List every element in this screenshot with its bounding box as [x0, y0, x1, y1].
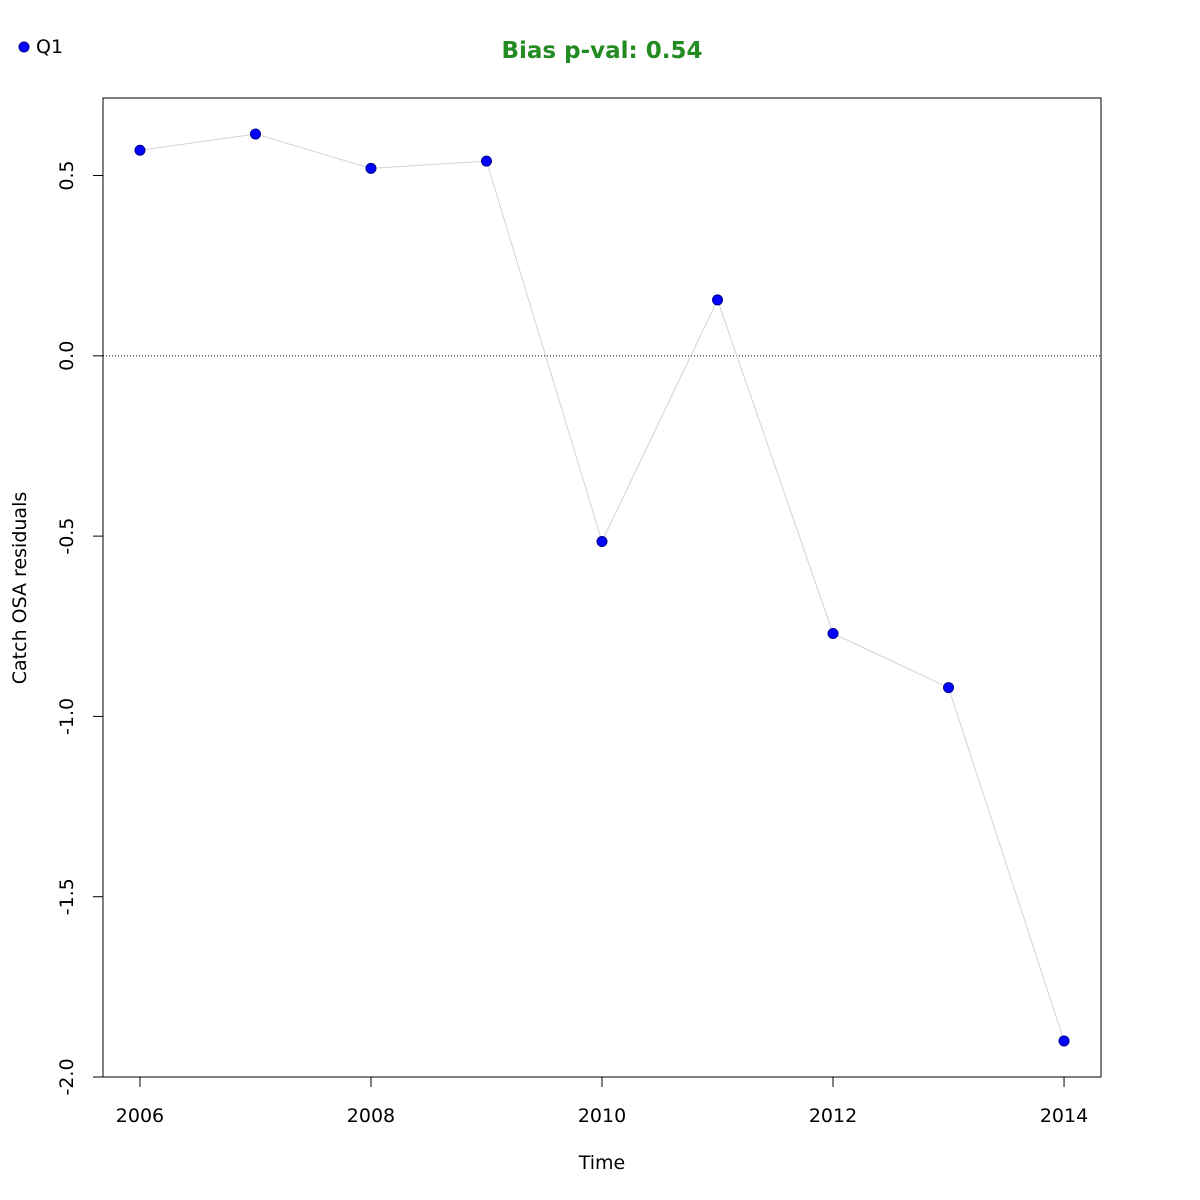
y-tick-label: 0.0	[56, 341, 78, 371]
x-tick-label: 2010	[578, 1105, 626, 1127]
x-tick-label: 2012	[809, 1105, 857, 1127]
y-tick-label: -0.5	[56, 518, 78, 555]
x-tick-label: 2014	[1040, 1105, 1088, 1127]
legend-marker-q1	[18, 41, 30, 53]
y-axis-label: Catch OSA residuals	[9, 492, 31, 684]
y-axis: -2.0 -1.5 -1.0 -0.5 0.0 0.5	[56, 160, 104, 1096]
legend-entry-q1: Q1	[36, 36, 63, 58]
x-axis-label: Time	[578, 1152, 626, 1174]
y-tick-label: -1.5	[56, 878, 78, 915]
x-tick-label: 2008	[347, 1105, 395, 1127]
data-point	[712, 294, 724, 306]
plot-frame	[102, 97, 1102, 1078]
data-point	[249, 128, 261, 140]
y-tick-label: -2.0	[56, 1058, 78, 1095]
data-point	[365, 162, 377, 174]
data-point	[480, 155, 492, 167]
x-tick-label: 2006	[116, 1105, 164, 1127]
data-point	[1058, 1035, 1070, 1047]
series-line	[139, 133, 1065, 1042]
series-q1	[134, 128, 1070, 1047]
y-tick-label: -1.0	[56, 698, 78, 735]
data-point	[134, 144, 146, 156]
data-point	[827, 627, 839, 639]
y-tick-label: 0.5	[56, 160, 78, 190]
data-point	[596, 536, 608, 548]
data-point	[943, 682, 955, 694]
legend: Q1	[18, 36, 63, 58]
x-axis: 2006 2008 2010 2012 2014	[116, 1076, 1088, 1127]
chart-title: Bias p-val: 0.54	[502, 38, 703, 64]
